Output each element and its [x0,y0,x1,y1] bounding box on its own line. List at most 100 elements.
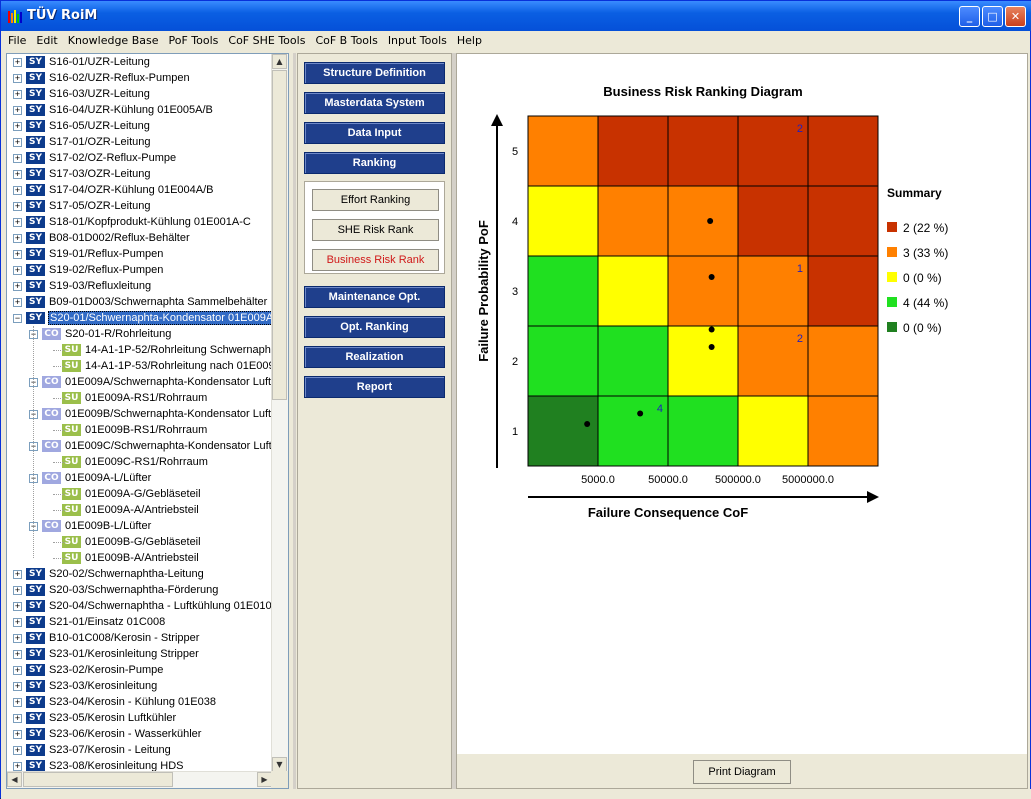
scroll-down-icon[interactable]: ▼ [272,757,287,772]
tree-item-label[interactable]: 01E009B-L/Lüfter [65,520,152,532]
expand-icon[interactable]: + [13,88,22,99]
tree-item[interactable]: + SY S17-03/OZR-Leitung [13,166,152,182]
expand-icon[interactable]: + [13,120,22,131]
tree-item-label[interactable]: 01E009A-A/Antriebsteil [85,504,199,516]
tree-item-label[interactable]: S23-06/Kerosin - Wasserkühler [49,728,202,740]
tree-item-label[interactable]: S19-02/Reflux-Pumpen [49,264,164,276]
tree-item-label[interactable]: 01E009C/Schwernaphta-Kondensator Luft [65,440,272,452]
tree-item-label[interactable]: 01E009C-RS1/Rohrraum [85,456,208,468]
expand-icon[interactable]: + [13,760,22,771]
title-bar[interactable]: TÜV RoiM _ □ ✕ [1,1,1031,31]
tree-item[interactable]: + SY S21-01/Einsatz 01C008 [13,614,166,630]
tree-item[interactable]: SU 01E009A-G/Gebläseteil [49,486,202,502]
tree-item-label[interactable]: 01E009A-RS1/Rohrraum [85,392,208,404]
tree-item[interactable]: + SY S19-03/Refluxleitung [13,278,152,294]
tree-item[interactable]: + SY S16-05/UZR-Leitung [13,118,151,134]
tree-item-label[interactable]: B08-01D002/Reflux-Behälter [49,232,190,244]
opt-ranking-button[interactable]: Opt. Ranking [304,316,445,338]
tree-item-label[interactable]: 14-A1-1P-52/Rohrleitung Schwernaph [85,344,271,356]
tree-item[interactable]: + SY S19-02/Reflux-Pumpen [13,262,164,278]
expand-icon[interactable]: + [13,568,22,579]
tree-item[interactable]: + SY S23-07/Kerosin - Leitung [13,742,172,758]
tree-item[interactable]: + SY S17-05/OZR-Leitung [13,198,152,214]
tree-item-label[interactable]: S17-02/OZ-Reflux-Pumpe [49,152,177,164]
tree-item-label[interactable]: S17-03/OZR-Leitung [49,168,151,180]
tree-item[interactable]: + SY S16-02/UZR-Reflux-Pumpen [13,70,191,86]
maximize-button[interactable]: □ [982,6,1003,27]
tree-item-label[interactable]: S20-04/Schwernaphtha - Luftkühlung 01E01… [49,600,272,612]
tree-item[interactable]: SU 01E009B-A/Antriebsteil [49,550,200,566]
tree-item[interactable]: − CO 01E009A-L/Lüfter [29,470,152,486]
tree-item[interactable]: + SY S20-03/Schwernaphtha-Förderung [13,582,219,598]
tree-item[interactable]: SU 14-A1-1P-53/Rohrleitung nach 01E009 [49,358,272,374]
tree-item-label[interactable]: S23-05/Kerosin Luftkühler [49,712,177,724]
expand-icon[interactable]: + [13,264,22,275]
tree-item[interactable]: − CO 01E009A/Schwernaphta-Kondensator Luft [29,374,272,390]
menu-knowledge-base[interactable]: Knowledge Base [67,34,159,47]
expand-icon[interactable]: + [13,664,22,675]
tree-item-label[interactable]: S20-02/Schwernaphtha-Leitung [49,568,204,580]
tree-item[interactable]: + SY B10-01C008/Kerosin - Stripper [13,630,200,646]
hscroll-thumb[interactable] [23,772,173,787]
tree-item[interactable]: SU 01E009A-RS1/Rohrraum [49,390,208,406]
tree-item-label[interactable]: S20-01-R/Rohrleitung [65,328,172,340]
ranking-button[interactable]: Ranking [304,152,445,174]
tree-item[interactable]: − CO 01E009B/Schwernaphta-Kondensator Luft [29,406,272,422]
expand-icon[interactable]: + [13,216,22,227]
tree-item-label[interactable]: 01E009A/Schwernaphta-Kondensator Luft [65,376,272,388]
tree-item[interactable]: + SY S20-02/Schwernaphtha-Leitung [13,566,205,582]
menu-input-tools[interactable]: Input Tools [387,34,447,47]
tree-item[interactable]: + SY S17-02/OZ-Reflux-Pumpe [13,150,177,166]
expand-icon[interactable]: + [13,744,22,755]
expand-icon[interactable]: + [13,104,22,115]
data-input-button[interactable]: Data Input [304,122,445,144]
menu-edit[interactable]: Edit [36,34,58,47]
expand-icon[interactable]: + [13,584,22,595]
tree-item-label[interactable]: 01E009A-G/Gebläseteil [85,488,201,500]
tree-item-label[interactable]: 01E009B/Schwernaphta-Kondensator Luft [65,408,272,420]
tree-item-label[interactable]: 01E009B-RS1/Rohrraum [85,424,208,436]
tree-item[interactable]: + SY S23-02/Kerosin-Pumpe [13,662,164,678]
tree-item-label[interactable]: S17-04/OZR-Kühlung 01E004A/B [49,184,214,196]
tree-item-label[interactable]: S23-07/Kerosin - Leitung [49,744,171,756]
expand-icon[interactable]: + [13,632,22,643]
tree-item-label[interactable]: S19-01/Reflux-Pumpen [49,248,164,260]
tree-item-label[interactable]: 01E009B-G/Gebläseteil [85,536,201,548]
tree-item[interactable]: SU 14-A1-1P-52/Rohrleitung Schwernaph [49,342,272,358]
tree-item[interactable]: + SY B08-01D002/Reflux-Behälter [13,230,191,246]
structure-definition-button[interactable]: Structure Definition [304,62,445,84]
tree-item[interactable]: + SY S23-01/Kerosinleitung Stripper [13,646,200,662]
business-risk-rank-button[interactable]: Business Risk Rank [312,249,439,271]
structure-tree[interactable]: + SY S16-01/UZR-Leitung + SY S16-02/UZR-Reflu… [6,53,289,789]
tree-item[interactable]: + SY S23-04/Kerosin - Kühlung 01E038 [13,694,217,710]
tree-item-label[interactable]: 14-A1-1P-53/Rohrleitung nach 01E009 [85,360,272,372]
tree-item[interactable]: + SY S17-01/OZR-Leitung [13,134,152,150]
tree-item-label[interactable]: S16-05/UZR-Leitung [49,120,150,132]
tree-item[interactable]: − SY S20-01/Schwernaphta-Kondensator 01E00… [13,310,272,326]
expand-icon[interactable]: + [13,152,22,163]
tree-item[interactable]: SU 01E009A-A/Antriebsteil [49,502,200,518]
expand-icon[interactable]: + [13,600,22,611]
tree-item-label[interactable]: 01E009B-A/Antriebsteil [85,552,199,564]
expand-icon[interactable]: + [13,728,22,739]
menu-cof-she-tools[interactable]: CoF SHE Tools [228,34,306,47]
tree-item[interactable]: − CO 01E009C/Schwernaphta-Kondensator Luft [29,438,272,454]
collapse-icon[interactable]: − [13,312,22,323]
expand-icon[interactable]: + [13,200,22,211]
tree-item-label[interactable]: S23-01/Kerosinleitung Stripper [49,648,199,660]
tree-item[interactable]: SU 01E009B-RS1/Rohrraum [49,422,208,438]
print-diagram-button[interactable]: Print Diagram [693,760,791,784]
tree-item-label[interactable]: S20-03/Schwernaphtha-Förderung [49,584,219,596]
scroll-thumb[interactable] [272,70,287,400]
tree-horizontal-scrollbar[interactable]: ◀ ▶ [7,771,272,788]
tree-item-label[interactable]: S23-02/Kerosin-Pumpe [49,664,164,676]
splitter-right[interactable] [452,53,456,789]
realization-button[interactable]: Realization [304,346,445,368]
expand-icon[interactable]: + [13,168,22,179]
masterdata-system-button[interactable]: Masterdata System [304,92,445,114]
scroll-left-icon[interactable]: ◀ [7,772,22,787]
menu-cof-b-tools[interactable]: CoF B Tools [315,34,378,47]
tree-item[interactable]: + SY S23-03/Kerosinleitung [13,678,158,694]
tree-item[interactable]: + SY S16-01/UZR-Leitung [13,54,151,70]
tree-item-label[interactable]: S19-03/Refluxleitung [49,280,152,292]
